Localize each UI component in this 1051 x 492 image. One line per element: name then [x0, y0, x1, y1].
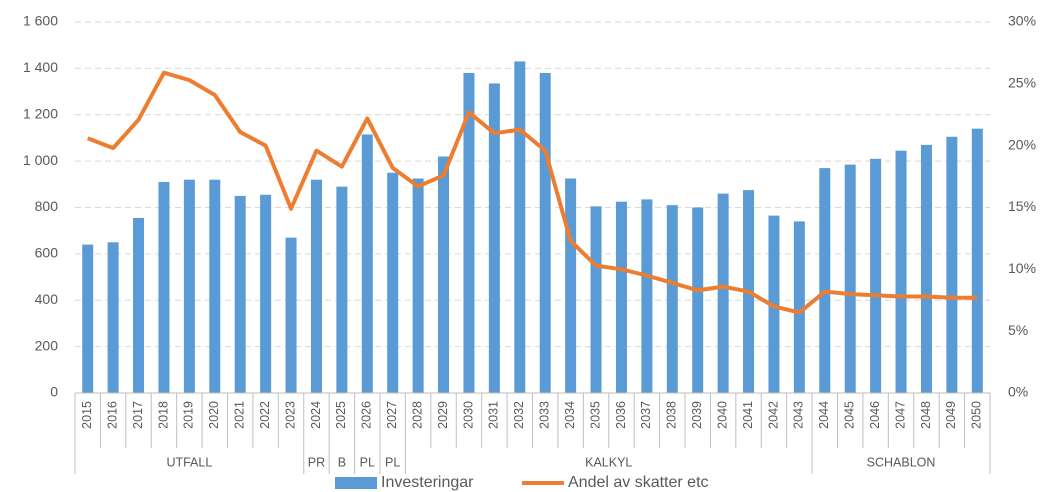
x-tick-label: 2022 — [258, 401, 272, 429]
x-tick-label: 2024 — [309, 401, 323, 429]
bar — [565, 178, 577, 393]
x-tick-label: 2036 — [614, 401, 628, 429]
x-tick-label: 2027 — [385, 401, 399, 429]
bar — [946, 136, 958, 393]
x-tick-label: 2032 — [512, 401, 526, 429]
bar — [463, 73, 475, 393]
bar — [666, 205, 678, 393]
x-tick-label: 2028 — [410, 401, 424, 429]
bar — [133, 217, 145, 393]
x-tick-label: 2026 — [360, 401, 374, 429]
bar — [387, 172, 399, 393]
x-tick-label: 2042 — [766, 401, 780, 429]
bar — [793, 221, 805, 393]
x-tick-label: 2017 — [131, 401, 145, 429]
y2-tick-label: 30% — [1008, 13, 1036, 29]
bar — [158, 181, 170, 393]
bar — [641, 199, 653, 393]
bar — [310, 179, 322, 393]
x-tick-label: 2016 — [105, 401, 119, 429]
y-tick-label: 600 — [35, 245, 59, 261]
x-tick-label: 2037 — [639, 401, 653, 429]
y2-tick-label: 20% — [1008, 136, 1036, 152]
x-tick-label: 2023 — [283, 401, 297, 429]
bar — [692, 207, 704, 393]
group-label: UTFALL — [166, 455, 212, 469]
x-tick-label: 2045 — [843, 401, 857, 429]
x-tick-label: 2043 — [792, 401, 806, 429]
line — [86, 70, 978, 315]
x-tick-label: 2049 — [944, 401, 958, 429]
bar — [971, 128, 983, 393]
x-tick-label: 2029 — [436, 401, 450, 429]
y-tick-label: 800 — [35, 198, 59, 214]
y2-tick-label: 15% — [1008, 198, 1036, 214]
bar — [895, 150, 907, 393]
group-label: PR — [308, 455, 325, 469]
legend-label: Investeringar — [381, 474, 474, 491]
y2-tick-label: 0% — [1008, 384, 1028, 400]
x-tick-label: 2033 — [538, 401, 552, 429]
x-tick-label: 2039 — [690, 401, 704, 429]
bar — [514, 61, 526, 393]
group-label: KALKYL — [585, 455, 632, 469]
y-tick-label: 1 400 — [23, 59, 58, 75]
x-tick-label: 2019 — [182, 401, 196, 429]
group-label: PL — [360, 455, 375, 469]
x-tick-label: 2046 — [868, 401, 882, 429]
bar — [361, 134, 373, 393]
x-tick-label: 2025 — [334, 401, 348, 429]
y-tick-label: 400 — [35, 291, 59, 307]
legend-swatch — [335, 477, 377, 489]
x-tick-label: 2030 — [461, 401, 475, 429]
y-tick-label: 1 000 — [23, 152, 58, 168]
x-tick-label: 2044 — [817, 401, 831, 429]
bar — [234, 195, 246, 393]
legend-label: Andel av skatter etc — [568, 474, 709, 491]
y-tick-label: 1 600 — [23, 13, 58, 29]
x-tick-label: 2035 — [588, 401, 602, 429]
bar — [590, 206, 602, 393]
x-tick-label: 2015 — [80, 401, 94, 429]
group-label: B — [338, 455, 346, 469]
bar — [615, 201, 627, 393]
x-tick-label: 2041 — [741, 401, 755, 429]
bar — [183, 179, 195, 393]
y-tick-label: 200 — [35, 337, 59, 353]
x-tick-label: 2047 — [893, 401, 907, 429]
y2-tick-label: 25% — [1008, 75, 1036, 91]
y2-tick-label: 5% — [1008, 322, 1028, 338]
bar — [209, 179, 221, 393]
x-tick-label: 2031 — [487, 401, 501, 429]
bar — [488, 83, 500, 394]
x-tick-label: 2040 — [715, 401, 729, 429]
bar — [260, 194, 272, 393]
x-tick-label: 2050 — [970, 401, 984, 429]
x-tick-label: 2048 — [919, 401, 933, 429]
x-tick-label: 2018 — [156, 401, 170, 429]
x-tick-label: 2020 — [207, 401, 221, 429]
y-tick-label: 1 200 — [23, 105, 58, 121]
bar — [336, 186, 348, 393]
bar — [819, 168, 831, 393]
bar — [539, 73, 551, 393]
bar — [412, 178, 424, 393]
x-tick-label: 2021 — [233, 401, 247, 429]
bar — [285, 237, 297, 393]
x-tick-label: 2038 — [665, 401, 679, 429]
group-label: PL — [385, 455, 400, 469]
bar — [870, 158, 882, 393]
bar — [438, 156, 450, 393]
x-tick-label: 2034 — [563, 401, 577, 429]
y2-tick-label: 10% — [1008, 260, 1036, 276]
y-tick-label: 0 — [50, 384, 58, 400]
bar — [82, 244, 94, 393]
bar — [920, 144, 932, 393]
bar — [717, 193, 729, 393]
bar — [844, 164, 856, 393]
bar — [107, 242, 119, 393]
group-label: SCHABLON — [867, 455, 936, 469]
